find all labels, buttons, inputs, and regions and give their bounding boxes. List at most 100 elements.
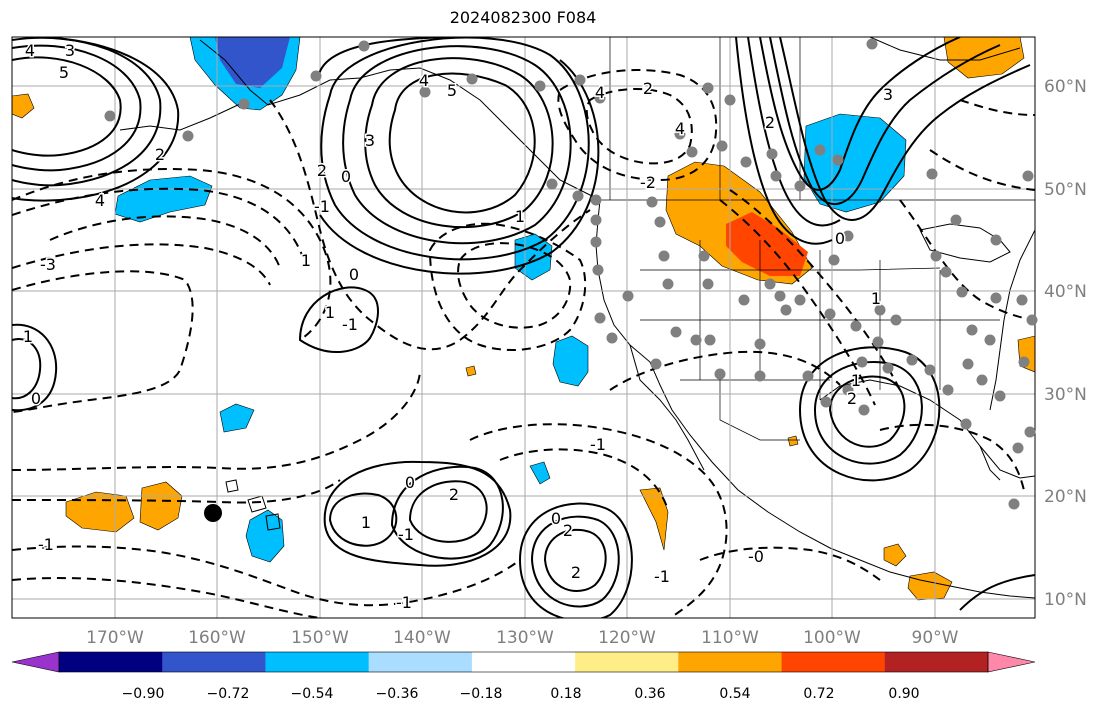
contour-neg-17 <box>699 546 881 581</box>
contour-label: 2 <box>643 79 653 98</box>
latitude-labels: 60°N 50°N 40°N 30°N 20°N 10°N <box>1044 77 1087 610</box>
station-dot <box>858 404 870 416</box>
contour-label: 2 <box>155 145 165 164</box>
cbar-label-3: −0.36 <box>376 686 419 702</box>
contour-trough-2 <box>769 37 1001 206</box>
station-dot <box>182 130 194 142</box>
gridlines <box>12 37 1035 618</box>
contour-label: 0 <box>551 509 561 528</box>
station-dot <box>754 370 766 382</box>
station-dot <box>950 214 962 226</box>
station-dot <box>1026 314 1038 326</box>
station-dot <box>654 216 666 228</box>
contour-neg-22 <box>899 199 1035 321</box>
station-dot <box>828 254 840 266</box>
contour-trough-4 <box>747 37 841 227</box>
contour-neg-14 <box>12 577 321 618</box>
contour-label: 1 <box>851 371 861 390</box>
station-dot <box>780 304 792 316</box>
contour-south-1 <box>543 528 607 592</box>
station-dot <box>714 368 726 380</box>
contour-label: -1 <box>314 197 330 216</box>
station-dot <box>794 294 806 306</box>
contour-neg-8 <box>457 242 572 329</box>
station-dot <box>738 294 750 306</box>
contour-label: 2 <box>571 563 581 582</box>
cbar-label-2: −0.54 <box>291 686 334 702</box>
longitude-labels: 170°W 160°W 150°W 140°W 130°W 120°W 110°… <box>86 628 959 648</box>
station-dot <box>962 358 974 370</box>
station-dot <box>702 278 714 290</box>
coast-aleutians <box>119 103 241 131</box>
coast-east <box>989 229 1035 411</box>
contour-label: 0 <box>31 389 41 408</box>
lat-label-10n: 10°N <box>1044 590 1087 610</box>
colorbar-labels: −0.90 −0.72 −0.54 −0.36 −0.18 0.18 0.36 … <box>122 686 920 702</box>
cbar-label-5: 0.18 <box>550 686 581 702</box>
station-dot <box>976 374 988 386</box>
contour-neg-21 <box>719 199 876 406</box>
station-dot <box>832 154 844 166</box>
contour-label: 2 <box>563 521 573 540</box>
contour-neg-23 <box>929 149 1035 191</box>
contour-neg-4 <box>12 243 271 286</box>
colorbar-segment <box>471 652 576 672</box>
contour-label: 2 <box>765 113 775 132</box>
contour-neg-24 <box>959 99 1035 116</box>
station-dot <box>956 286 968 298</box>
fill-pos-canada <box>943 37 1025 79</box>
map-border <box>11 36 1036 619</box>
fill-pos-hawaii-2 <box>139 481 183 531</box>
station-dot <box>1022 170 1034 182</box>
colorbar-arrow-high <box>987 651 1036 673</box>
lon-label-140w: 140°W <box>393 628 451 648</box>
coast-hawaii-2 <box>247 495 267 513</box>
station-dot <box>856 356 868 368</box>
colorbar <box>11 651 1036 673</box>
coast-hawaii-3 <box>265 513 281 531</box>
contours-negative <box>12 69 1035 618</box>
station-dot <box>990 234 1002 246</box>
contour-0-twin <box>323 460 512 567</box>
contour-label: -0 <box>748 547 764 566</box>
contour-west-low <box>12 338 42 400</box>
colorbar-segment <box>884 652 989 672</box>
coast-hawaii-1 <box>225 479 239 493</box>
contour-1-west <box>328 492 398 547</box>
contour-south-3 <box>518 502 633 618</box>
station-dot <box>842 230 854 242</box>
station-dot <box>238 98 250 110</box>
fill-neg-pacific-4 <box>219 403 255 433</box>
station-dot <box>866 38 878 50</box>
contour-neg-20 <box>729 189 901 391</box>
station-dot <box>874 304 886 316</box>
contour-label: 4 <box>419 71 429 90</box>
station-dot <box>594 312 606 324</box>
coastlines <box>119 37 1035 599</box>
map-title: 2024082300 F084 <box>449 8 597 27</box>
station-dot <box>546 178 558 190</box>
station-dot <box>670 326 682 338</box>
contour-west-2 <box>12 44 142 172</box>
contour-label: 1 <box>23 327 33 346</box>
coast-gulf <box>819 379 1035 479</box>
cbar-label-0: −0.90 <box>122 686 165 702</box>
coast-alaska <box>199 39 601 201</box>
station-dot <box>930 250 942 262</box>
station-dot <box>590 214 602 226</box>
colorbar-segment <box>59 652 163 672</box>
cbar-label-8: 0.72 <box>803 686 834 702</box>
contour-label: -1 <box>398 525 414 544</box>
station-dot <box>650 358 662 370</box>
contour-label: 0 <box>405 473 415 492</box>
fill-pos-west <box>12 93 35 119</box>
station-dot <box>960 418 972 430</box>
station-dot <box>764 278 776 290</box>
coast-hudson <box>869 37 1021 61</box>
station-dot <box>104 110 116 122</box>
station-dot <box>1024 426 1036 438</box>
contour-ridge-2 <box>364 57 554 229</box>
station-dot <box>942 384 954 396</box>
station-dot <box>924 364 936 376</box>
